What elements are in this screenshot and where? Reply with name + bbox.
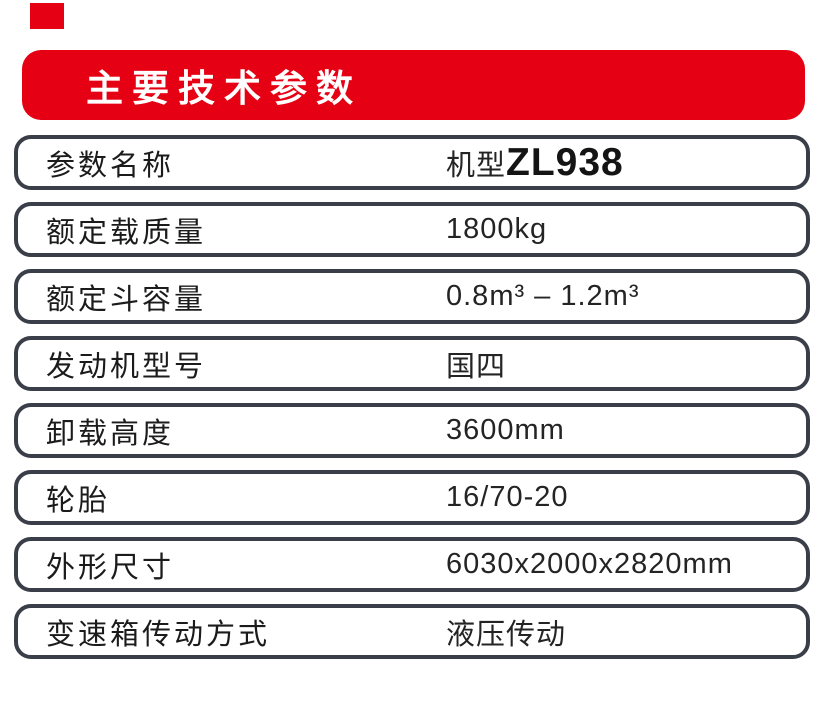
- spec-value-text: 16/70-20: [446, 481, 569, 513]
- spec-value-text: 1800kg: [446, 213, 548, 245]
- spec-value-text: 机型: [446, 149, 507, 182]
- spec-row: 外形尺寸 6030x2000x2820mm: [14, 537, 810, 592]
- spec-row: 额定载质量 1800kg: [14, 202, 810, 257]
- spec-label: 发动机型号: [46, 350, 207, 383]
- spec-label: 额定载质量: [46, 216, 207, 249]
- spec-label: 轮胎: [46, 484, 111, 517]
- spec-label: 卸载高度: [46, 417, 175, 450]
- spec-value-text: 国四: [446, 350, 507, 383]
- spec-row: 参数名称 机型 ZL938: [14, 135, 810, 190]
- spec-value: 6030x2000x2820mm: [446, 548, 733, 581]
- spec-value: 机型 ZL938: [446, 142, 624, 184]
- spec-label: 外形尺寸: [46, 551, 175, 584]
- spec-row: 变速箱传动方式 液压传动: [14, 604, 810, 659]
- section-header-banner: 主要技术参数: [22, 50, 805, 120]
- spec-value: 0.8m³ – 1.2m³: [446, 280, 640, 313]
- spec-row: 额定斗容量 0.8m³ – 1.2m³: [14, 269, 810, 324]
- spec-label: 参数名称: [46, 149, 175, 182]
- spec-value-text: 液压传动: [446, 618, 567, 651]
- spec-value-text: 0.8m³ – 1.2m³: [446, 280, 640, 312]
- corner-accent-mark: [30, 3, 64, 29]
- section-title: 主要技术参数: [86, 68, 362, 109]
- spec-row: 卸载高度 3600mm: [14, 403, 810, 458]
- spec-value: 液压传动: [446, 611, 566, 653]
- spec-label: 额定斗容量: [46, 283, 207, 316]
- spec-value-text: 3600mm: [446, 414, 565, 446]
- spec-row: 轮胎 16/70-20: [14, 470, 810, 525]
- spec-label: 变速箱传动方式: [46, 618, 271, 651]
- spec-value-model-bold: ZL938: [506, 140, 624, 184]
- spec-value-text: 6030x2000x2820mm: [446, 548, 733, 580]
- spec-value: 3600mm: [446, 414, 565, 447]
- spec-value: 1800kg: [446, 213, 547, 246]
- spec-value: 16/70-20: [446, 481, 569, 514]
- spec-value: 国四: [446, 343, 506, 385]
- spec-table: 参数名称 机型 ZL938 额定载质量 1800kg 额定斗容量 0.8m³ –…: [14, 135, 810, 671]
- spec-row: 发动机型号 国四: [14, 336, 810, 391]
